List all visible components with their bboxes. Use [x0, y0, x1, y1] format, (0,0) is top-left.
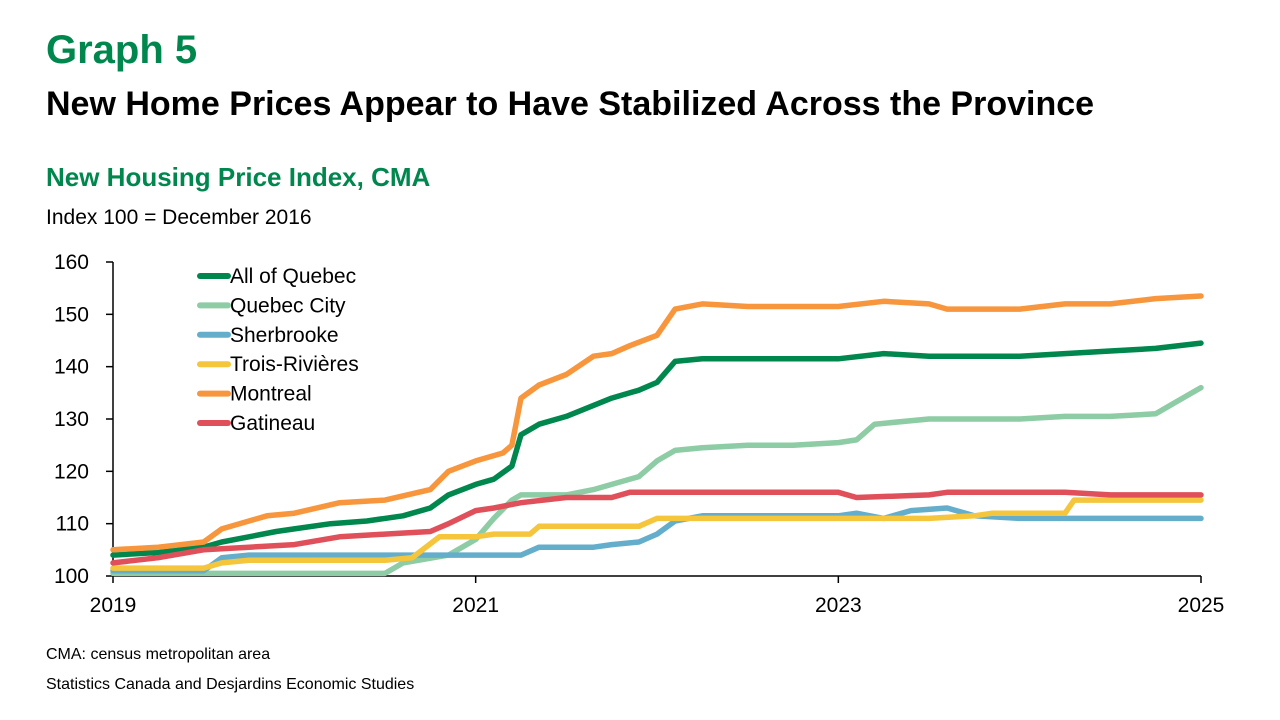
legend-label-gatineau: Gatineau [230, 412, 315, 435]
y-tick-label: 140 [54, 356, 89, 379]
y-tick-label: 120 [54, 460, 89, 483]
series-line-gatineau [110, 489, 1204, 566]
legend-label-trois-rivieres: Trois-Rivières [230, 353, 359, 376]
y-axis-unit-label: Index 100 = December 2016 [46, 206, 312, 229]
y-tick-label: 130 [54, 408, 89, 431]
x-tick-label: 2023 [815, 594, 862, 617]
footnote: CMA: census metropolitan area [46, 646, 271, 663]
legend-label-sherbrooke: Sherbrooke [230, 324, 339, 347]
series-line-trois-rivieres [110, 497, 1204, 571]
y-tick-label: 110 [56, 513, 89, 536]
legend-label-all-of-quebec: All of Quebec [230, 265, 356, 288]
x-tick-label: 2021 [452, 594, 499, 617]
legend-label-quebec-city: Quebec City [230, 294, 346, 317]
source-note: Statistics Canada and Desjardins Economi… [46, 676, 415, 693]
x-tick-label: 2025 [1178, 594, 1225, 617]
y-tick-label: 150 [54, 303, 89, 326]
chart-title: New Housing Price Index, CMA [46, 162, 431, 192]
page-title: New Home Prices Appear to Have Stabilize… [46, 85, 1095, 123]
y-tick-label: 160 [54, 251, 89, 274]
x-tick-label: 2019 [90, 594, 137, 617]
legend-label-montreal: Montreal [230, 383, 312, 406]
series-line-montreal [110, 293, 1204, 553]
series-line-all-of-quebec [110, 340, 1204, 558]
y-tick-label: 100 [54, 565, 89, 588]
graph-number-label: Graph 5 [46, 28, 198, 72]
line-chart: 100 110 120 130 140 150 160 2019 2021 2023 2025 All… [54, 251, 1225, 617]
